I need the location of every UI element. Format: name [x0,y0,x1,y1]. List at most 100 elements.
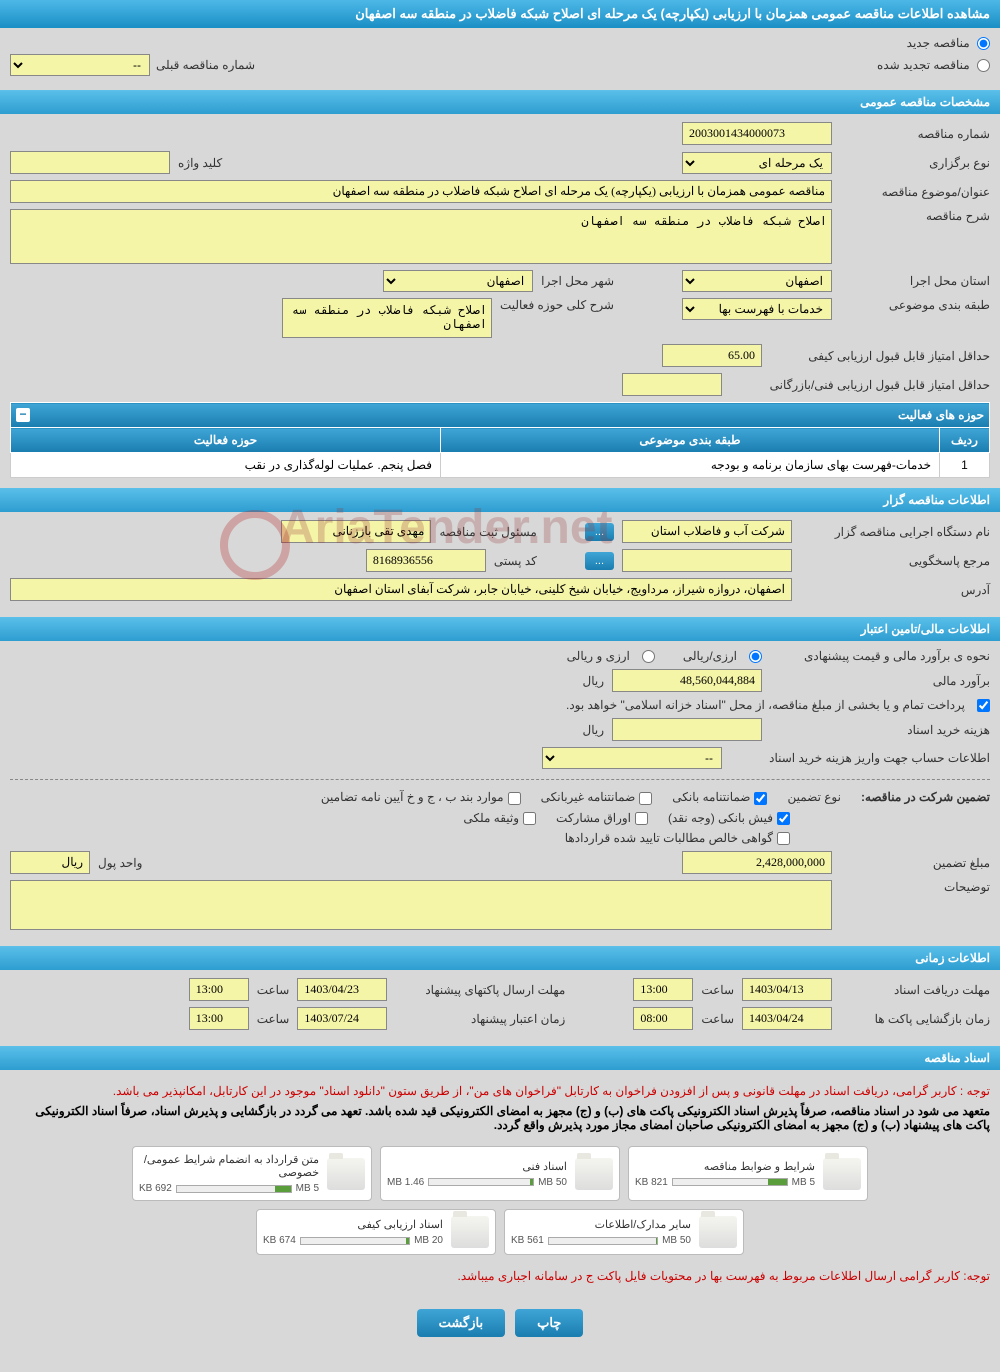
tender-mode-section: مناقصه جدید مناقصه تجدید شده شماره مناقص… [0,28,1000,88]
radio-renewed-tender[interactable] [977,59,990,72]
g1-checkbox[interactable] [754,792,767,805]
org-input [622,520,792,543]
radio-renewed-label: مناقصه تجدید شده [877,58,970,72]
doc-card[interactable]: متن قرارداد به انضمام شرایط عمومی/خصوصی … [132,1146,372,1201]
g7-label: گواهی خالص مطالبات تایید شده قراردادها [565,831,773,845]
estimate-method-label: نحوه ی برآورد مالی و قیمت پیشنهادی [770,649,990,663]
doc-size: 821 KB [635,1177,668,1188]
col-area: حوزه فعالیت [11,428,441,453]
type-select[interactable]: یک مرحله ای [682,152,832,174]
time-label-3: ساعت [701,1012,734,1026]
doc-card[interactable]: اسناد ارزیابی کیفی 20 MB 674 KB [256,1209,496,1255]
category-select[interactable]: خدمات با فهرست بها [682,298,832,320]
doc-title: متن قرارداد به انضمام شرایط عمومی/خصوصی [139,1153,319,1179]
desc-label: شرح مناقصه [840,209,990,223]
subject-input [10,180,832,203]
notes-textarea[interactable] [10,880,832,930]
section-documents: اسناد مناقصه [0,1046,1000,1070]
radio-new-label: مناقصه جدید [907,36,970,50]
min-quality-input[interactable] [662,344,762,367]
province-select[interactable]: اصفهان [682,270,832,292]
collapse-icon[interactable]: − [16,408,30,422]
folder-icon [699,1216,737,1248]
g3-label: موارد بند ب ، ج و خ آیین نامه تضامین [321,790,504,804]
tender-no-label: شماره مناقصه [840,127,990,141]
doc-title: اسناد فنی [387,1160,567,1173]
g1-label: ضمانتنامه بانکی [672,790,750,804]
send-date-input [297,978,387,1001]
address-input [10,578,792,601]
treasury-checkbox[interactable] [977,699,990,712]
divider [10,779,990,780]
g5-checkbox[interactable] [635,812,648,825]
radio-new-tender[interactable] [977,37,990,50]
general-content: شماره مناقصه نوع برگزاری یک مرحله ای کلی… [0,114,1000,486]
treasury-note: پرداخت تمام و یا بخشی از مبلغ مناقصه، از… [566,698,965,712]
keyword-input[interactable] [10,151,170,174]
print-button[interactable]: چاپ [515,1309,583,1337]
g2-checkbox[interactable] [639,792,652,805]
estimate-unit: ریال [582,674,604,688]
city-select[interactable]: اصفهان [383,270,533,292]
doc-card[interactable]: اسناد فنی 50 MB 1.46 MB [380,1146,620,1201]
doc-max: 5 MB [792,1177,815,1188]
doc-max: 50 MB [662,1235,691,1246]
documents-content: توجه : کاربر گرامی، دریافت اسناد در مهلت… [0,1070,1000,1297]
g4-checkbox[interactable] [777,812,790,825]
desc-textarea[interactable]: اصلاح شبکه فاضلاب در منطقه سه اصفهان [10,209,832,264]
radio-rial-label: ارزی/ریالی [683,649,737,663]
doc-size: 692 KB [139,1183,172,1194]
doc-cost-input[interactable] [612,718,762,741]
money-unit-label: واحد پول [98,856,142,870]
activity-summary-textarea[interactable]: اصلاح شبکه فاضلاب در منطقه سه اصفهان [282,298,492,338]
doc-card[interactable]: شرایط و ضوابط مناقصه 5 MB 821 KB [628,1146,868,1201]
g6-checkbox[interactable] [523,812,536,825]
section-general: مشخصات مناقصه عمومی [0,90,1000,114]
time-label-2: ساعت [257,983,290,997]
g4-label: فیش بانکی (وجه نقد) [668,811,773,825]
prev-number-select[interactable]: -- [10,54,150,76]
doc-max: 20 MB [414,1235,443,1246]
back-button[interactable]: بازگشت [417,1309,505,1337]
g7-checkbox[interactable] [777,832,790,845]
doc-size: 674 KB [263,1235,296,1246]
city-label: شهر محل اجرا [541,274,614,288]
validity-time-input [189,1007,249,1030]
radio-rial[interactable] [749,650,762,663]
doc-card[interactable]: سایر مدارک/اطلاعات 50 MB 561 KB [504,1209,744,1255]
g6-label: وثیقه ملکی [463,811,519,825]
guarantee-type-label: نوع تضمین [787,790,840,804]
time-label-1: ساعت [701,983,734,997]
receive-deadline-label: مهلت دریافت اسناد [840,983,990,997]
section-financial: اطلاعات مالی/تامین اعتبار [0,617,1000,641]
progress-bar [428,1178,534,1186]
doc-title: شرایط و ضوابط مناقصه [635,1160,815,1173]
section-timing: اطلاعات زمانی [0,946,1000,970]
opening-date-input [742,1007,832,1030]
notice-2: متعهد می شود در اسناد مناقصه، صرفاً پذیر… [10,1104,990,1132]
org-more-button[interactable]: ... [585,523,614,541]
radio-currency[interactable] [642,650,655,663]
doc-size: 561 KB [511,1235,544,1246]
contact-input[interactable] [622,549,792,572]
progress-bar [548,1237,658,1245]
g3-checkbox[interactable] [508,792,521,805]
money-unit-input [10,851,90,874]
send-deadline-label: مهلت ارسال پاکتهای پیشنهاد [395,983,565,997]
postal-input [366,549,486,572]
account-select[interactable]: -- [542,747,722,769]
guarantee-section-label: تضمین شرکت در مناقصه: [861,790,990,804]
table-row: 1خدمات-فهرست بهای سازمان برنامه و بودجهف… [11,453,990,478]
financial-content: نحوه ی برآورد مالی و قیمت پیشنهادی ارزی/… [0,641,1000,944]
doc-max: 5 MB [296,1183,319,1194]
col-category: طبقه بندی موضوعی [441,428,940,453]
min-tech-input[interactable] [622,373,722,396]
g2-label: ضمانتنامه غیربانکی [541,790,636,804]
notes-label: توضیحات [840,880,990,894]
contact-more-button[interactable]: ... [585,552,614,570]
receive-date-input [742,978,832,1001]
activity-table-title: حوزه های فعالیت [898,408,984,422]
guarantee-amount-label: مبلغ تضمین [840,856,990,870]
subject-label: عنوان/موضوع مناقصه [840,185,990,199]
page-title-bar: مشاهده اطلاعات مناقصه عمومی همزمان با ار… [0,0,1000,28]
